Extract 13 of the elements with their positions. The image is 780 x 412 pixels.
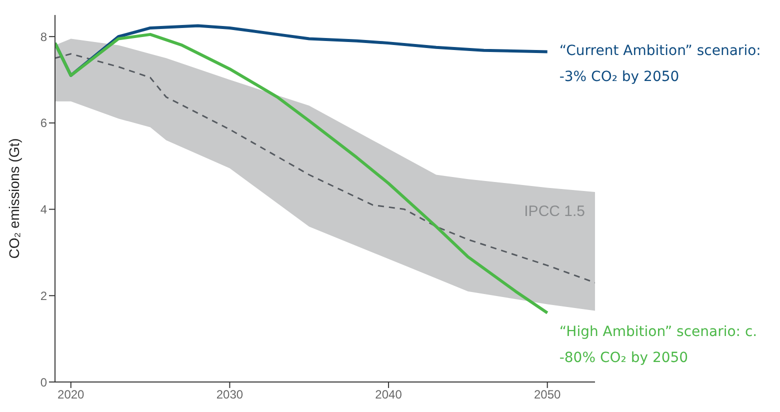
x-tick-label: 2030 — [216, 388, 244, 402]
x-tick-label: 2050 — [534, 388, 562, 402]
y-tick-label: 4 — [40, 202, 48, 217]
y-tick-label: 6 — [40, 116, 48, 130]
annotation: “High Ambition” scenario: c. -80% CO₂ by 2050 — [559, 322, 758, 368]
y-tick-label: 2 — [40, 288, 48, 303]
y-axis-title: CO₂ emissions (Gt) — [6, 138, 22, 259]
annotation: “Current Ambition” scenario: -3% CO₂ by 2050 — [559, 42, 762, 87]
y-tick-label: 8 — [40, 30, 48, 44]
x-tick-label: 2040 — [375, 388, 402, 402]
x-tick-label: 2020 — [58, 388, 85, 402]
annotation: IPCC 1.5 — [524, 202, 585, 220]
y-tick-label: 0 — [40, 375, 48, 390]
